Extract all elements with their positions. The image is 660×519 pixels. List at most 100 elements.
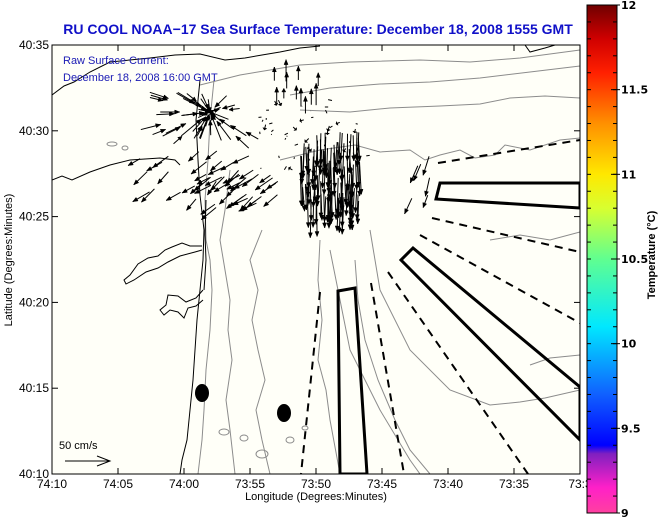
x-axis-label: Longitude (Degrees:Minutes) [245, 491, 387, 503]
y-axis-label: Latitude (Degrees:Minutes) [3, 194, 15, 327]
current-vector [190, 161, 207, 175]
current-vector [284, 132, 289, 136]
current-vector [198, 108, 221, 116]
current-vector [200, 207, 217, 221]
current-vector [326, 189, 332, 229]
current-vector [224, 173, 240, 187]
current-vector [187, 151, 200, 162]
current-vector [263, 194, 278, 207]
colorbar-tick-label: 9.5 [621, 422, 641, 435]
current-vector [207, 166, 226, 176]
coastline-northeast [524, 45, 556, 53]
annotation-line-1: Raw Surface Current: [63, 55, 169, 67]
scale-arrow-label: 50 cm/s [59, 440, 98, 452]
current-vector [345, 133, 350, 162]
isobath-13 [529, 354, 580, 366]
current-vector [422, 156, 430, 176]
current-vector [284, 71, 290, 89]
current-vector [205, 150, 218, 161]
current-vector [270, 133, 273, 136]
sector-south [336, 286, 369, 474]
colorbar-tick-label: 11 [621, 168, 636, 181]
x-tick-label: 73:50 [301, 477, 331, 491]
sector-bound-3 [419, 234, 580, 324]
current-vector [165, 123, 187, 134]
current-vector [315, 72, 321, 87]
current-vector [182, 98, 207, 111]
current-vector [216, 120, 232, 140]
current-vector [298, 172, 304, 207]
current-vector [271, 129, 274, 133]
y-tick-label: 40:10 [19, 467, 49, 481]
current-vector [229, 177, 247, 192]
current-vector [323, 132, 328, 171]
current-vector [235, 135, 250, 149]
current-vector [127, 158, 141, 166]
current-vector [193, 184, 212, 194]
current-vector [422, 195, 429, 209]
y-tick-label: 40:35 [19, 38, 49, 52]
current-vector [173, 136, 183, 145]
x-tick-label: 74:00 [169, 477, 199, 491]
current-vector [186, 93, 197, 102]
sector-east [434, 181, 580, 210]
chart-title: RU COOL NOAA−17 Sea Surface Temperature:… [63, 21, 573, 37]
current-vector [334, 197, 340, 232]
current-vector [324, 148, 330, 179]
current-vector [409, 165, 419, 184]
current-vector [196, 177, 210, 185]
current-vector [294, 143, 299, 146]
current-vector [303, 95, 308, 114]
current-vector [259, 174, 271, 184]
current-vector [349, 194, 355, 231]
current-vector [181, 185, 195, 194]
y-tick-label: 40:15 [19, 381, 49, 395]
colorbar: 9 9.5 10 10.5 11 11.5 12 Temperature (°C) [586, 0, 658, 519]
current-vector [324, 130, 331, 136]
sector-bound-2 [431, 217, 580, 253]
current-vector [194, 173, 207, 182]
current-vector [317, 133, 323, 172]
x-tick-label: 74:05 [103, 477, 133, 491]
current-vector [140, 188, 155, 203]
current-vector [149, 97, 164, 102]
current-vector [210, 114, 222, 141]
current-vector [298, 155, 304, 179]
current-vector [226, 182, 240, 190]
current-vector [208, 119, 213, 136]
sector-bound-5 [370, 282, 405, 474]
current-vector [333, 184, 339, 221]
current-vector [404, 198, 413, 215]
current-vector [413, 164, 422, 182]
current-vector [308, 88, 314, 105]
current-vector [133, 171, 148, 186]
colorbar-tick-label: 10 [621, 338, 637, 351]
buoy-marker [195, 384, 209, 402]
coastline-bay [52, 157, 181, 181]
current-vector [292, 126, 297, 131]
plot-area: Raw Surface Current: December 18, 2008 1… [3, 38, 592, 503]
current-vector [340, 197, 345, 235]
y-tick-label: 40:25 [19, 210, 49, 224]
coastline-main [52, 45, 321, 96]
current-vector [306, 150, 312, 175]
isobath-islet-2 [121, 145, 129, 151]
y-tick-label: 40:30 [19, 124, 49, 138]
current-vector [354, 144, 360, 168]
current-vector [193, 176, 211, 192]
x-tick-label: 73:40 [433, 477, 463, 491]
current-vector [271, 66, 277, 81]
current-vector [232, 155, 250, 164]
current-vector [319, 193, 325, 221]
surface-current-vectors [127, 58, 431, 239]
current-vector [308, 185, 314, 222]
current-vector [206, 99, 212, 113]
colorbar-tick-label: 11.5 [621, 84, 648, 97]
current-vector [165, 191, 181, 201]
current-vector [160, 109, 181, 115]
isobath-islet-4 [239, 434, 249, 442]
isobath-7 [249, 229, 271, 474]
current-vector [352, 128, 358, 134]
current-vector [313, 82, 319, 106]
current-vector [204, 176, 223, 186]
